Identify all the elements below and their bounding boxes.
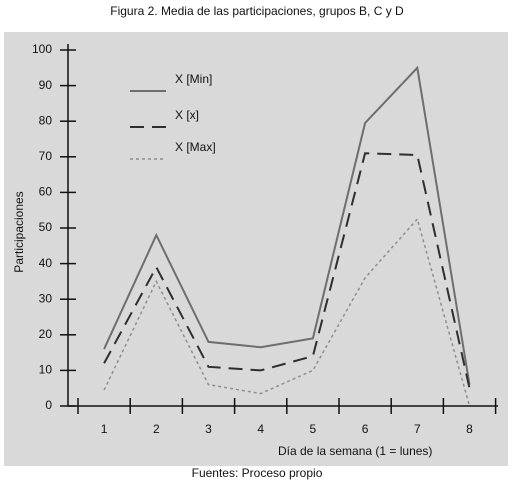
y-tick-label: 0	[45, 398, 52, 412]
line-series	[103, 217, 471, 407]
y-tick-label: 20	[39, 327, 53, 341]
legend-label: X [Min]	[175, 72, 212, 86]
y-tick-label: 10	[39, 363, 53, 377]
x-tick-label: 4	[257, 422, 264, 436]
y-tick-label: 90	[39, 78, 53, 92]
x-axis-label: Día de la semana (1 = lunes)	[278, 444, 432, 458]
x-tick-label: 1	[101, 422, 108, 436]
chart-title: Figura 2. Media de las participaciones, …	[110, 4, 404, 18]
y-tick-label: 80	[39, 113, 53, 127]
y-tick-label: 100	[32, 42, 52, 56]
x-tick-label: 2	[153, 422, 160, 436]
y-tick-label: 60	[39, 185, 53, 199]
legend-label: X [Max]	[175, 140, 216, 154]
y-tick-label: 40	[39, 256, 53, 270]
x-tick-label: 3	[205, 422, 212, 436]
plot-panel	[4, 32, 508, 466]
line-series	[103, 65, 471, 385]
footer: Fuentes: Proceso propio	[192, 466, 323, 480]
y-tick-label: 30	[39, 291, 53, 305]
x-tick-label: 6	[362, 422, 369, 436]
y-axis-label: Participaciones	[12, 191, 26, 272]
line-series	[103, 152, 471, 389]
x-tick-label: 7	[414, 422, 421, 436]
x-tick-label: 8	[466, 422, 473, 436]
y-tick-label: 70	[39, 149, 53, 163]
legend-label: X [x]	[175, 108, 199, 122]
y-tick-label: 50	[39, 220, 53, 234]
x-tick-label: 5	[310, 422, 317, 436]
